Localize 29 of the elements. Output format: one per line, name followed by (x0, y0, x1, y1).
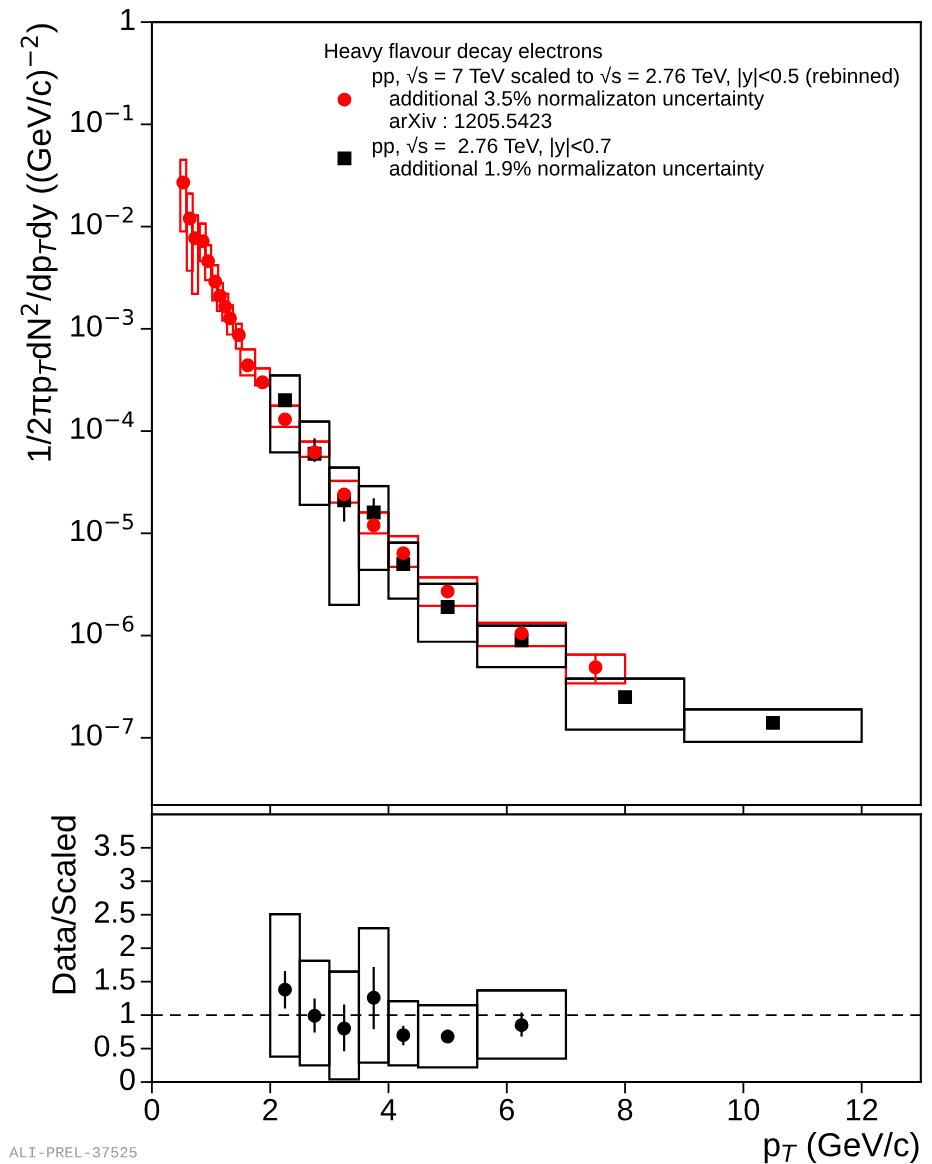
y-tick-label: 1.5 (95, 968, 135, 990)
y-tick-label: 0 (120, 1068, 135, 1091)
y-tick-label: 1 (121, 1002, 135, 1024)
y-tick-label: 10$^{−1}$ (71, 104, 133, 133)
y-tick-label: 10$^{−4}$ (71, 411, 134, 440)
x-tick-label: 8 (617, 1098, 633, 1121)
y-tick-label: 2.5 (95, 901, 135, 923)
text: 1/2πp$_{T}$dN$^{2}$/dp$_{T}$dy ((GeV/c)$^{−2}$) (20, 24, 58, 461)
text: ALI-PREL-37525 (9, 1147, 137, 1158)
x-tick-label: 12 (847, 1098, 878, 1121)
y-axis-title: Data/Scaled (51, 816, 76, 994)
y-tick-label: 10$^{−7}$ (71, 718, 134, 746)
y-tick-label: 10$^{−5}$ (71, 513, 133, 542)
legend-title: Heavy flavour decay electrons (325, 42, 602, 63)
x-tick-label: 6 (499, 1098, 514, 1121)
x-tick-label: 10 (728, 1098, 760, 1121)
x-tick-label: 2 (263, 1098, 278, 1121)
y-tick-label: 3.5 (94, 834, 135, 856)
y-tick-label: 0.5 (94, 1035, 135, 1057)
y-tick-label: 10$^{−3}$ (71, 308, 134, 337)
y-tick-label: 1 (121, 9, 135, 31)
y-tick-label: 3 (120, 867, 135, 890)
y-tick-label: 2 (120, 934, 135, 957)
x-tick-label: 0 (144, 1098, 160, 1121)
y-tick-label: 10$^{−2}$ (71, 206, 133, 235)
y-tick-label: 10$^{−6}$ (71, 615, 134, 644)
x-axis-title: p$_{T}$ (GeV/c) (764, 1132, 919, 1164)
legend-label: pp, √s = 2.76 TeV, |y|<0.7 additional 1.9% normalizaton uncertainty (372, 136, 765, 180)
x-tick-label: 4 (380, 1099, 397, 1121)
